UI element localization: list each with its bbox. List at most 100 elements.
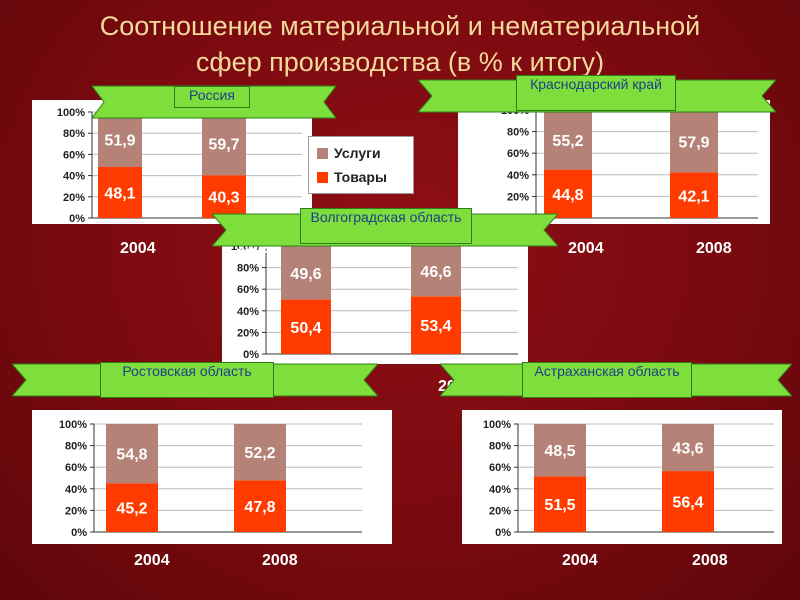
- y-tick-label: 40%: [65, 484, 87, 496]
- data-label-goods: 56,4: [672, 495, 703, 512]
- y-tick-label: 80%: [237, 263, 259, 275]
- legend-item-goods: Товары: [317, 169, 387, 185]
- bar-services-2008: [670, 110, 718, 173]
- y-tick-label: 20%: [507, 191, 529, 203]
- page-title: Соотношение материальной и нематериально…: [0, 8, 800, 80]
- bar-services-2008: [662, 424, 714, 472]
- data-label-goods: 45,2: [116, 501, 147, 518]
- y-tick-label: 100%: [57, 107, 85, 119]
- bar-services-2004: [544, 110, 592, 170]
- banner-rostov: Ростовская область: [12, 362, 378, 398]
- bar-services-2008: [411, 246, 461, 297]
- bar-goods-2008: [411, 296, 461, 354]
- banner-volgograd: Волгоградская область: [212, 208, 558, 248]
- legend-label-services: Услуги: [334, 145, 381, 161]
- y-tick-label: 40%: [237, 306, 259, 318]
- bar-goods-2004: [281, 299, 331, 354]
- y-tick-label: 20%: [489, 505, 511, 517]
- year-label: 2004: [562, 552, 598, 569]
- chart-russia-svg: 0% 20% 40% 60% 80% 100% 48,1 51,9 40,3 59,7: [57, 107, 302, 224]
- bar-goods-2004: [544, 169, 592, 218]
- year-label: 2008: [696, 240, 732, 257]
- legend-swatch-goods: [317, 172, 328, 183]
- banner-label-astrakhan: Астраханская область: [522, 362, 692, 398]
- y-tick-label: 80%: [65, 441, 87, 453]
- data-label-goods: 40,3: [208, 190, 239, 207]
- data-label-goods: 44,8: [552, 187, 583, 204]
- y-tick-label: 0%: [71, 527, 87, 539]
- y-tick-label: 40%: [63, 171, 85, 183]
- data-label-services: 46,6: [420, 264, 451, 281]
- y-tick-label: 0%: [495, 527, 511, 539]
- chart-rostov: 0% 20% 40% 60% 80% 100% 45,2 54,8 47,8 52,2: [32, 410, 392, 544]
- legend-label-goods: Товары: [334, 169, 387, 185]
- y-tick-label: 60%: [489, 462, 511, 474]
- chart-volgograd-svg: 0%20%40%60%80%100%50,449,653,446,6: [231, 241, 518, 361]
- data-label-services: 55,2: [552, 133, 583, 150]
- y-tick-label: 20%: [65, 505, 87, 517]
- data-label-goods: 42,1: [678, 188, 709, 205]
- chart-krasnodar: 0%20%40%60%80%100%44,855,242,157,9: [458, 100, 770, 224]
- y-tick-label: 60%: [507, 148, 529, 160]
- chart-astrakhan-svg: 0% 20% 40% 60% 80% 100% 51,5 48,5 56,4 43,6: [483, 419, 774, 539]
- banner-label-russia: Россия: [174, 86, 250, 108]
- y-tick-label: 80%: [507, 127, 529, 139]
- y-tick-label: 100%: [483, 419, 511, 431]
- title-line-1: Соотношение материальной и нематериально…: [99, 11, 701, 41]
- title-line-2: сфер производства (в % к итогу): [195, 47, 605, 77]
- bar-goods-2008: [670, 172, 718, 218]
- banner-label-rostov: Ростовская область: [100, 362, 274, 398]
- year-label: 2004: [120, 240, 156, 257]
- data-label-goods: 47,8: [244, 499, 275, 516]
- bar-services-2004: [534, 424, 586, 477]
- banner-label-krasnodar: Краснодарский край: [516, 75, 676, 111]
- data-label-services: 54,8: [116, 447, 147, 464]
- data-label-services: 51,9: [104, 133, 135, 150]
- y-tick-label: 40%: [507, 170, 529, 182]
- bar-goods-2008: [234, 480, 286, 532]
- y-tick-label: 0%: [69, 213, 85, 224]
- bar-goods-2004: [98, 167, 142, 218]
- y-tick-label: 40%: [489, 484, 511, 496]
- data-label-services: 48,5: [544, 443, 575, 460]
- banner-russia: Россия: [92, 84, 336, 120]
- data-label-services: 52,2: [244, 445, 275, 462]
- chart-astrakhan: 0% 20% 40% 60% 80% 100% 51,5 48,5 56,4 43,6: [462, 410, 782, 544]
- year-label: 2004: [134, 552, 170, 569]
- legend-item-services: Услуги: [317, 145, 381, 161]
- y-tick-label: 60%: [237, 284, 259, 296]
- y-tick-label: 100%: [59, 419, 87, 431]
- bar-services-2004: [98, 112, 142, 168]
- banner-krasnodar: Краснодарский край: [418, 75, 776, 114]
- legend-swatch-services: [317, 148, 328, 159]
- banner-astrakhan: Астраханская область: [440, 362, 792, 398]
- chart-krasnodar-svg: 0%20%40%60%80%100%44,855,242,157,9: [501, 105, 758, 224]
- y-tick-label: 20%: [63, 192, 85, 204]
- y-tick-label: 20%: [237, 327, 259, 339]
- year-label: 2004: [568, 240, 604, 257]
- bar-goods-2008: [202, 175, 246, 218]
- data-label-services: 43,6: [672, 441, 703, 458]
- banner-label-volgograd: Волгоградская область: [300, 208, 472, 244]
- y-tick-label: 0%: [243, 349, 259, 361]
- bar-services-2004: [106, 424, 158, 484]
- chart-legend: Услуги Товары: [308, 136, 414, 194]
- data-label-services: 57,9: [678, 134, 709, 151]
- chart-rostov-svg: 0% 20% 40% 60% 80% 100% 45,2 54,8 47,8 52,2: [59, 419, 362, 539]
- bar-goods-2008: [662, 471, 714, 532]
- data-label-goods: 48,1: [104, 186, 135, 203]
- bar-services-2004: [281, 246, 331, 300]
- data-label-goods: 51,5: [544, 497, 575, 514]
- year-label: 2008: [262, 552, 298, 569]
- bar-services-2008: [234, 424, 286, 481]
- y-tick-label: 60%: [63, 149, 85, 161]
- y-tick-label: 80%: [489, 441, 511, 453]
- data-label-services: 59,7: [208, 137, 239, 154]
- data-label-goods: 50,4: [290, 320, 321, 337]
- y-tick-label: 60%: [65, 462, 87, 474]
- bar-goods-2004: [534, 476, 586, 532]
- data-label-goods: 53,4: [420, 318, 451, 335]
- bar-services-2008: [202, 112, 246, 176]
- data-label-services: 49,6: [290, 266, 321, 283]
- year-label: 2008: [692, 552, 728, 569]
